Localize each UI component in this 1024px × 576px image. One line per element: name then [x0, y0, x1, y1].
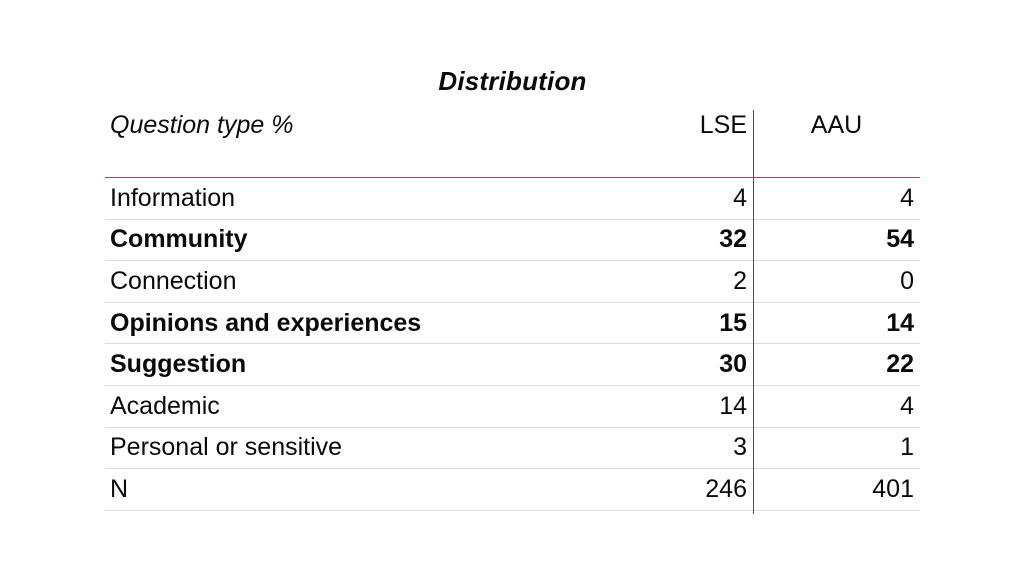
- row-lse-value: 14: [719, 391, 747, 420]
- row-lse-value: 32: [719, 225, 747, 254]
- row-aau-value: 0: [900, 266, 914, 295]
- row-lse-value: 30: [719, 350, 747, 379]
- row-label: Opinions and experiences: [110, 308, 422, 337]
- table-row: Community 32 54: [105, 220, 920, 262]
- row-label: N: [110, 474, 129, 503]
- row-lse-value: 246: [705, 474, 747, 503]
- table-row: Opinions and experiences 15 14: [105, 303, 920, 345]
- table-header-row: Question type % LSE AAU: [105, 108, 920, 178]
- row-aau-value: 14: [886, 308, 914, 337]
- row-label: Community: [110, 225, 248, 254]
- header-lse: LSE: [699, 111, 747, 139]
- row-lse-value: 2: [733, 266, 747, 295]
- table-row: Suggestion 30 22: [105, 344, 920, 386]
- row-aau-value: 4: [900, 183, 914, 212]
- row-label: Personal or sensitive: [110, 433, 343, 462]
- row-lse-value: 4: [733, 183, 747, 212]
- row-aau-value: 54: [886, 225, 914, 254]
- row-aau-value: 401: [872, 474, 914, 503]
- table-row: Information 4 4: [105, 178, 920, 220]
- row-label: Information: [110, 183, 236, 212]
- row-lse-value: 3: [733, 433, 747, 462]
- row-aau-value: 1: [900, 433, 914, 462]
- table-row: Academic 14 4: [105, 386, 920, 428]
- distribution-table: Question type % LSE AAU Information 4 4 …: [105, 108, 920, 514]
- row-lse-value: 15: [719, 308, 747, 337]
- table-row: N 246 401: [105, 469, 920, 511]
- header-aau: AAU: [810, 111, 863, 139]
- row-aau-value: 4: [900, 391, 914, 420]
- table-title: Distribution: [438, 66, 587, 96]
- table-row: Personal or sensitive 3 1: [105, 428, 920, 470]
- row-label: Connection: [110, 266, 237, 295]
- row-aau-value: 22: [886, 350, 914, 379]
- column-divider-line: [753, 110, 754, 514]
- table-row: Connection 2 0: [105, 261, 920, 303]
- row-label: Academic: [110, 391, 220, 420]
- header-question-type: Question type %: [110, 111, 294, 139]
- row-label: Suggestion: [110, 350, 247, 379]
